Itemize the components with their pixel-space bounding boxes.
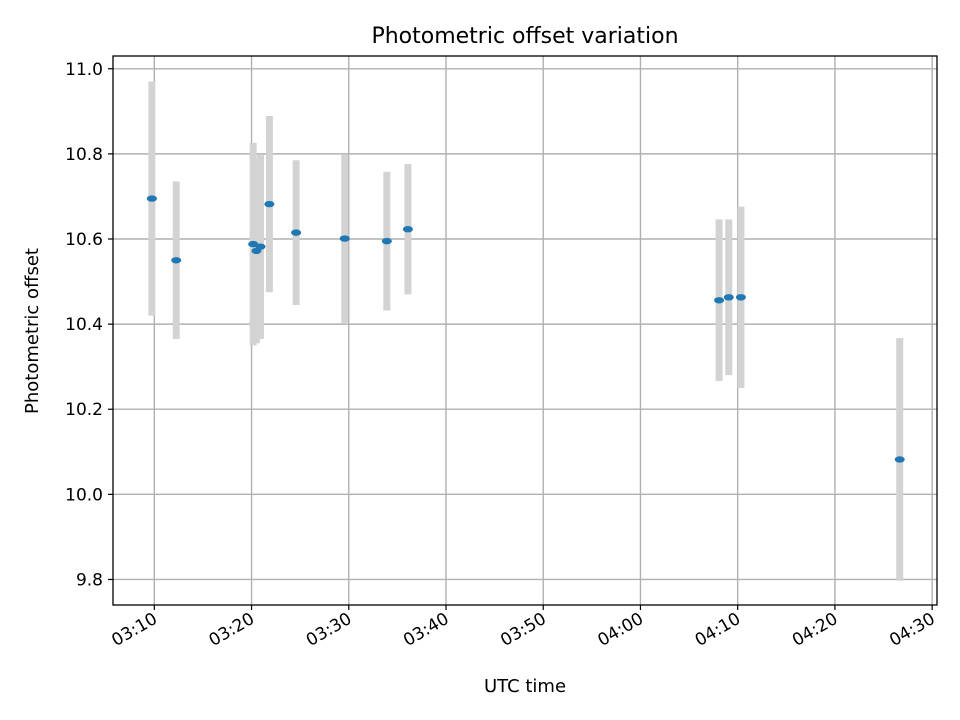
x-tick-label: 03:10 <box>108 609 160 651</box>
y-axis-ticks: 9.8 10.0 10.2 10.4 10.6 10.8 11.0 <box>65 60 113 590</box>
data-point <box>248 240 259 248</box>
data-point <box>171 257 182 264</box>
y-tick-label: 10.8 <box>65 145 103 165</box>
x-axis-label: UTC time <box>484 676 566 697</box>
x-tick-label: 04:30 <box>886 609 938 651</box>
x-tick-label: 03:20 <box>206 609 258 651</box>
x-tick-label: 04:20 <box>789 609 841 651</box>
chart-title: Photometric offset variation <box>371 24 678 49</box>
plot-frame <box>112 55 938 606</box>
grid <box>113 56 937 605</box>
y-tick-label: 10.2 <box>65 400 103 420</box>
data-point <box>735 294 746 301</box>
data-point <box>255 243 266 250</box>
y-tick-label: 10.4 <box>65 315 103 335</box>
data-points <box>146 195 905 463</box>
data-point <box>291 229 302 236</box>
x-tick-label: 04:00 <box>595 609 647 651</box>
data-point <box>723 294 734 301</box>
error-bars <box>148 81 904 581</box>
y-tick-label: 11.0 <box>65 60 103 80</box>
data-point <box>714 297 725 304</box>
data-point <box>146 195 157 202</box>
data-point <box>402 226 413 233</box>
x-tick-label: 04:10 <box>692 609 744 651</box>
data-point <box>264 200 275 208</box>
x-tick-label: 03:50 <box>497 609 549 651</box>
data-point <box>381 237 392 245</box>
data-point <box>339 235 350 242</box>
data-point <box>894 456 905 463</box>
y-tick-label: 9.8 <box>76 570 103 590</box>
x-tick-label: 03:40 <box>400 609 452 651</box>
y-axis-label: Photometric offset <box>22 248 43 414</box>
y-tick-label: 10.0 <box>65 485 103 505</box>
x-axis-ticks: 03:10 03:20 03:30 03:40 03:50 04:00 04:10 04:20… <box>108 605 939 651</box>
y-tick-label: 10.6 <box>65 230 103 250</box>
x-tick-label: 03:30 <box>303 609 355 651</box>
